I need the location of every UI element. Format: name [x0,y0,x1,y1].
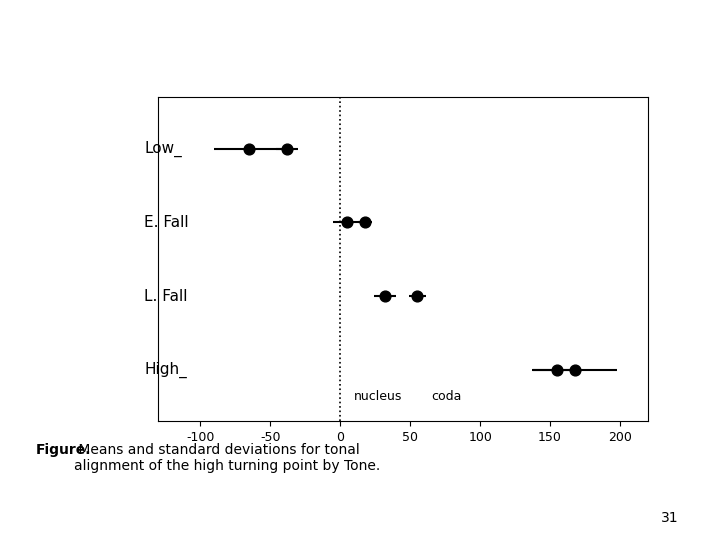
Text: E. Fall: E. Fall [145,215,189,230]
Point [379,292,391,300]
Point [411,292,423,300]
Point [552,366,563,374]
Text: Means and standard deviations for tonal
alignment of the high turning point by T: Means and standard deviations for tonal … [74,443,381,473]
Point [282,144,293,153]
Text: Low_: Low_ [145,140,182,157]
Point [243,144,255,153]
Text: coda: coda [431,390,462,403]
Point [341,218,353,227]
Text: Figure.: Figure. [36,443,91,457]
Point [360,218,372,227]
Point [570,366,581,374]
Text: 31: 31 [661,511,678,525]
Text: High_: High_ [145,362,187,378]
Text: nucleus: nucleus [354,390,402,403]
Text: L. Fall: L. Fall [145,288,188,303]
Text: Results / tonal alignment by Tone: Results / tonal alignment by Tone [14,25,339,45]
